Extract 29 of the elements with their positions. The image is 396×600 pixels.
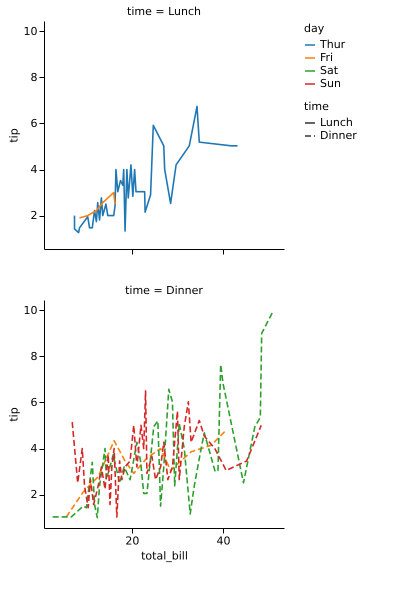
y-tick-label: 2 bbox=[30, 209, 38, 222]
legend-title: day bbox=[304, 22, 325, 35]
x-axis-title: total_bill bbox=[141, 550, 188, 562]
y-tick-label: 2 bbox=[30, 488, 38, 502]
x-tick-label: 40 bbox=[216, 534, 230, 548]
legend-label: Sat bbox=[320, 64, 339, 77]
y-tick-label: 6 bbox=[30, 396, 38, 409]
y-tick-label: 10 bbox=[24, 24, 38, 38]
y-tick-label: 10 bbox=[24, 304, 38, 317]
text: Dinner bbox=[320, 129, 358, 142]
y-tick-label: 8 bbox=[30, 350, 38, 363]
legend-title: time bbox=[304, 100, 330, 113]
y-tick-label: 4 bbox=[30, 442, 38, 456]
y-axis-title: tip bbox=[8, 407, 21, 422]
legend-label: Sun bbox=[320, 77, 341, 90]
legend-label: Fri bbox=[320, 51, 334, 64]
x-tick-label: 20 bbox=[125, 534, 140, 548]
y-axis-title: tip bbox=[8, 128, 21, 143]
line-series bbox=[74, 106, 238, 234]
line-series bbox=[71, 390, 262, 518]
line-series bbox=[66, 430, 226, 518]
chart-title: time = Dinner bbox=[125, 284, 204, 297]
y-tick-label: 4 bbox=[30, 163, 38, 176]
y-tick-label: 8 bbox=[30, 70, 38, 84]
legend-label: Thur bbox=[319, 38, 346, 51]
y-tick-label: 6 bbox=[30, 116, 38, 130]
line-series bbox=[78, 192, 116, 219]
text: Lunch bbox=[320, 116, 353, 129]
chart-title: time = Lunch bbox=[127, 5, 202, 18]
